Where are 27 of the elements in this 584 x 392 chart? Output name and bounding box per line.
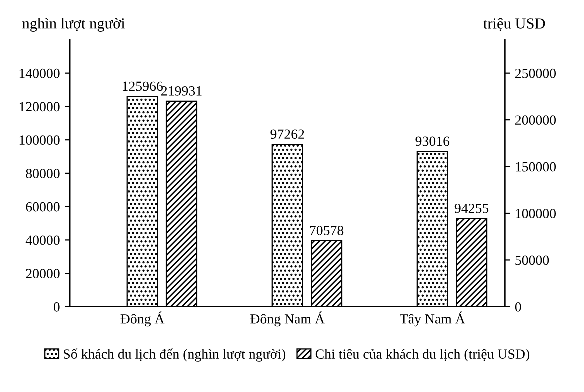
y-axis-title: nghìn lượt người [22, 18, 126, 32]
y-tick-label: 120000 [20, 102, 60, 112]
data-label: 125966 [122, 82, 164, 92]
y2-axis-title: triệu USD [484, 18, 546, 32]
y2-tick-label: 150000 [516, 162, 556, 172]
data-label: 219931 [162, 86, 202, 96]
y-tick-label: 140000 [20, 68, 60, 78]
data-label: 93016 [416, 136, 450, 146]
y-tick-label: 40000 [26, 236, 60, 246]
y2-tick-label: 200000 [515, 116, 556, 126]
y2-tick-label: 0 [515, 302, 522, 312]
data-label: 97262 [270, 130, 304, 140]
y2-tick-label: 100000 [516, 209, 556, 218]
y2-tick-label: 50000 [516, 256, 550, 266]
y-tick-label: 20000 [26, 269, 60, 279]
x-tick-label: Tây Nam Á [400, 312, 466, 327]
y-tick-label: 60000 [26, 202, 60, 212]
data-label: 94255 [454, 204, 489, 214]
x-tick-label: Đông Nam Á [250, 312, 325, 327]
legend-label: Số khách du lịch đến (nghìn lượt người) [64, 348, 286, 362]
x-tick-label: Đông Á [120, 312, 165, 327]
y-tick-label: 80000 [26, 169, 60, 178]
y-tick-label: 100000 [20, 136, 60, 146]
y-tick-label: 0 [54, 302, 60, 312]
data-label: 70578 [310, 226, 344, 236]
legend-label: Chi tiêu của khách du lịch (triệu USD) [316, 349, 530, 362]
y2-tick-label: 250000 [515, 68, 556, 78]
